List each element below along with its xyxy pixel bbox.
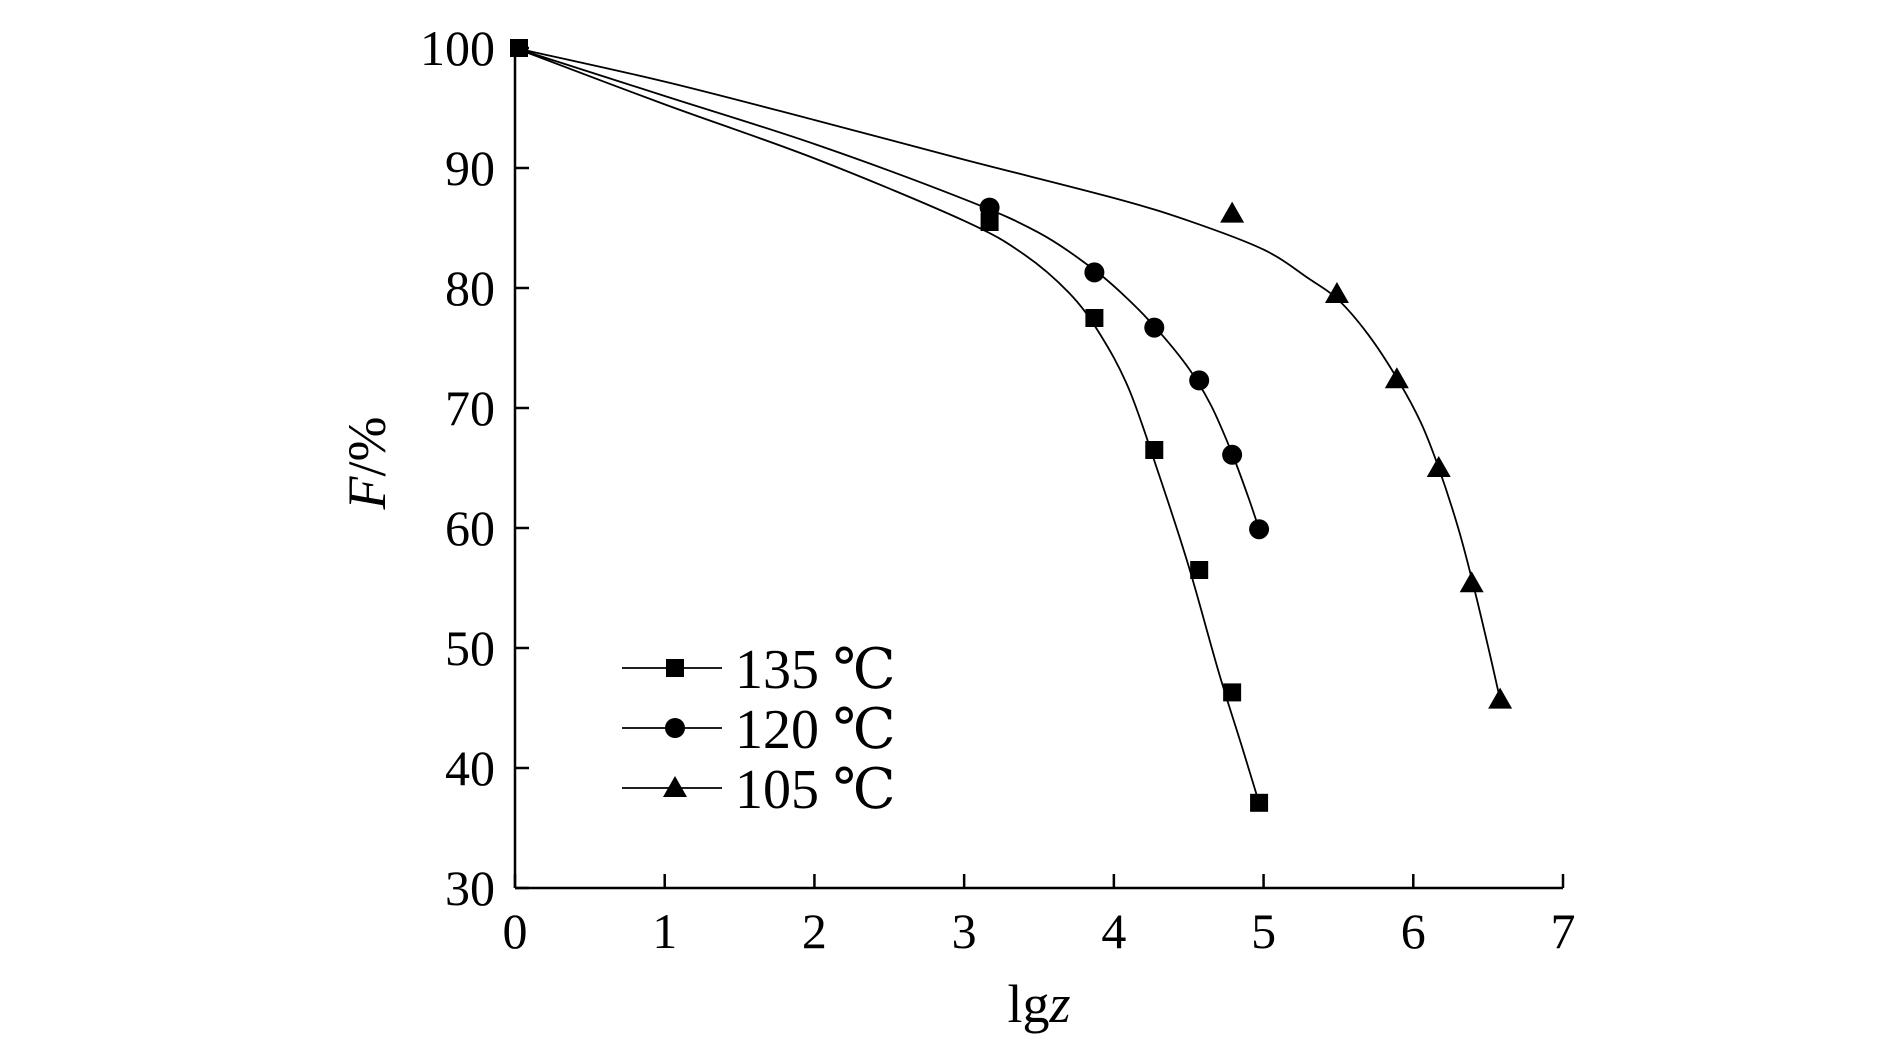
x-axis-title-prefix: lg — [1007, 974, 1049, 1034]
x-axis-title: lgz — [1007, 974, 1070, 1034]
y-axis-title: F/% — [337, 417, 397, 511]
series-circle-point — [1084, 262, 1105, 283]
y-tick-label: 30 — [445, 860, 495, 916]
legend-label: 120 ℃ — [735, 699, 896, 761]
x-tick-label: 6 — [1401, 903, 1426, 959]
x-tick-label: 4 — [1101, 903, 1126, 959]
series-circle-point — [1222, 444, 1243, 465]
series-triangle-point — [1324, 282, 1349, 303]
y-tick-label: 40 — [445, 740, 495, 796]
axes — [513, 48, 1563, 890]
series-square-point — [980, 213, 999, 231]
y-tick-label: 90 — [445, 140, 495, 196]
series-circle-point — [1189, 370, 1210, 391]
legend-marker-triangle — [663, 776, 687, 797]
x-tick-label: 1 — [652, 903, 677, 959]
series-square-point — [1190, 561, 1209, 579]
series-triangle-point — [1488, 687, 1513, 709]
series-circle-point — [979, 197, 1000, 218]
series-square-point — [1250, 793, 1269, 812]
origin-point — [510, 39, 528, 57]
legend-label: 105 ℃ — [735, 759, 896, 821]
legend-marker-square — [666, 659, 684, 677]
series-square-point — [1223, 683, 1242, 702]
y-tick-label: 80 — [445, 260, 495, 316]
x-tick-label: 7 — [1551, 903, 1576, 959]
series-triangle-point — [1384, 367, 1409, 389]
legend-marker-circle — [665, 718, 685, 738]
x-tick-label: 2 — [802, 903, 827, 959]
legend-label: 135 ℃ — [735, 639, 896, 701]
x-axis-title-variable: z — [1049, 974, 1071, 1034]
y-axis-title-unit: /% — [337, 417, 397, 477]
series-circle-point — [1249, 519, 1270, 540]
series-triangle-point — [1220, 201, 1245, 223]
series-markers — [510, 39, 1513, 812]
x-tick-label: 3 — [952, 903, 977, 959]
y-tick-label: 50 — [445, 620, 495, 676]
ticks: 0 1 2 3 4 5 6 7 30 40 50 60 70 80 90 100 — [420, 20, 1576, 959]
series-square-point — [1145, 441, 1164, 459]
y-tick-label: 60 — [445, 500, 495, 556]
y-tick-label: 70 — [445, 380, 495, 436]
series-square-point — [1085, 309, 1104, 327]
series-triangle-curve — [514, 47, 1501, 700]
series-triangle-point — [1459, 571, 1484, 593]
y-tick-label: 100 — [420, 20, 495, 76]
series-circle-point — [1144, 317, 1165, 338]
x-tick-label: 5 — [1251, 903, 1276, 959]
x-tick-label: 0 — [503, 903, 528, 959]
y-axis-title-variable: F — [337, 476, 397, 511]
series-triangle-point — [1426, 456, 1451, 477]
series-curves — [514, 47, 1501, 804]
